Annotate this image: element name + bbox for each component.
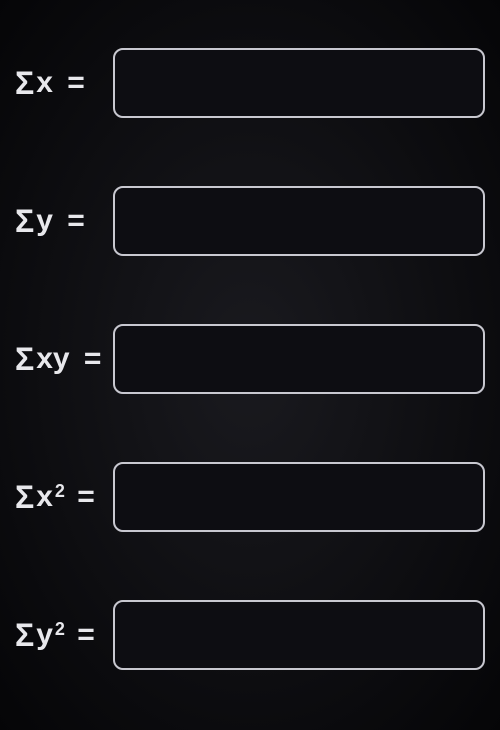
sum-xy-label: Σxy = (15, 341, 105, 378)
sigma-icon: Σ (15, 341, 34, 378)
var-text: y (36, 204, 53, 238)
sigma-icon: Σ (15, 479, 34, 516)
sum-y-squared-row: Σy2 = (15, 600, 485, 670)
sum-x-row: Σx = (15, 48, 485, 118)
var-text: xy (36, 342, 69, 376)
sum-y-input[interactable] (113, 186, 485, 256)
sum-y-squared-input[interactable] (113, 600, 485, 670)
sum-x-squared-label: Σx2 = (15, 479, 105, 516)
equals-text: = (77, 618, 95, 652)
sum-xy-input[interactable] (113, 324, 485, 394)
sum-y-squared-label: Σy2 = (15, 617, 105, 654)
sum-x-label: Σx = (15, 65, 105, 102)
equals-text: = (77, 480, 95, 514)
sigma-icon: Σ (15, 65, 34, 102)
equals-text: = (84, 342, 102, 376)
var-text: x (36, 480, 53, 514)
sup-text: 2 (55, 619, 65, 640)
equals-text: = (67, 66, 85, 100)
var-text: x (36, 66, 53, 100)
sum-x-squared-input[interactable] (113, 462, 485, 532)
sum-x-squared-row: Σx2 = (15, 462, 485, 532)
sigma-icon: Σ (15, 203, 34, 240)
sup-text: 2 (55, 481, 65, 502)
var-text: y (36, 618, 53, 652)
sum-xy-row: Σxy = (15, 324, 485, 394)
equals-text: = (67, 204, 85, 238)
sum-x-input[interactable] (113, 48, 485, 118)
sum-y-row: Σy = (15, 186, 485, 256)
sigma-icon: Σ (15, 617, 34, 654)
sum-y-label: Σy = (15, 203, 105, 240)
